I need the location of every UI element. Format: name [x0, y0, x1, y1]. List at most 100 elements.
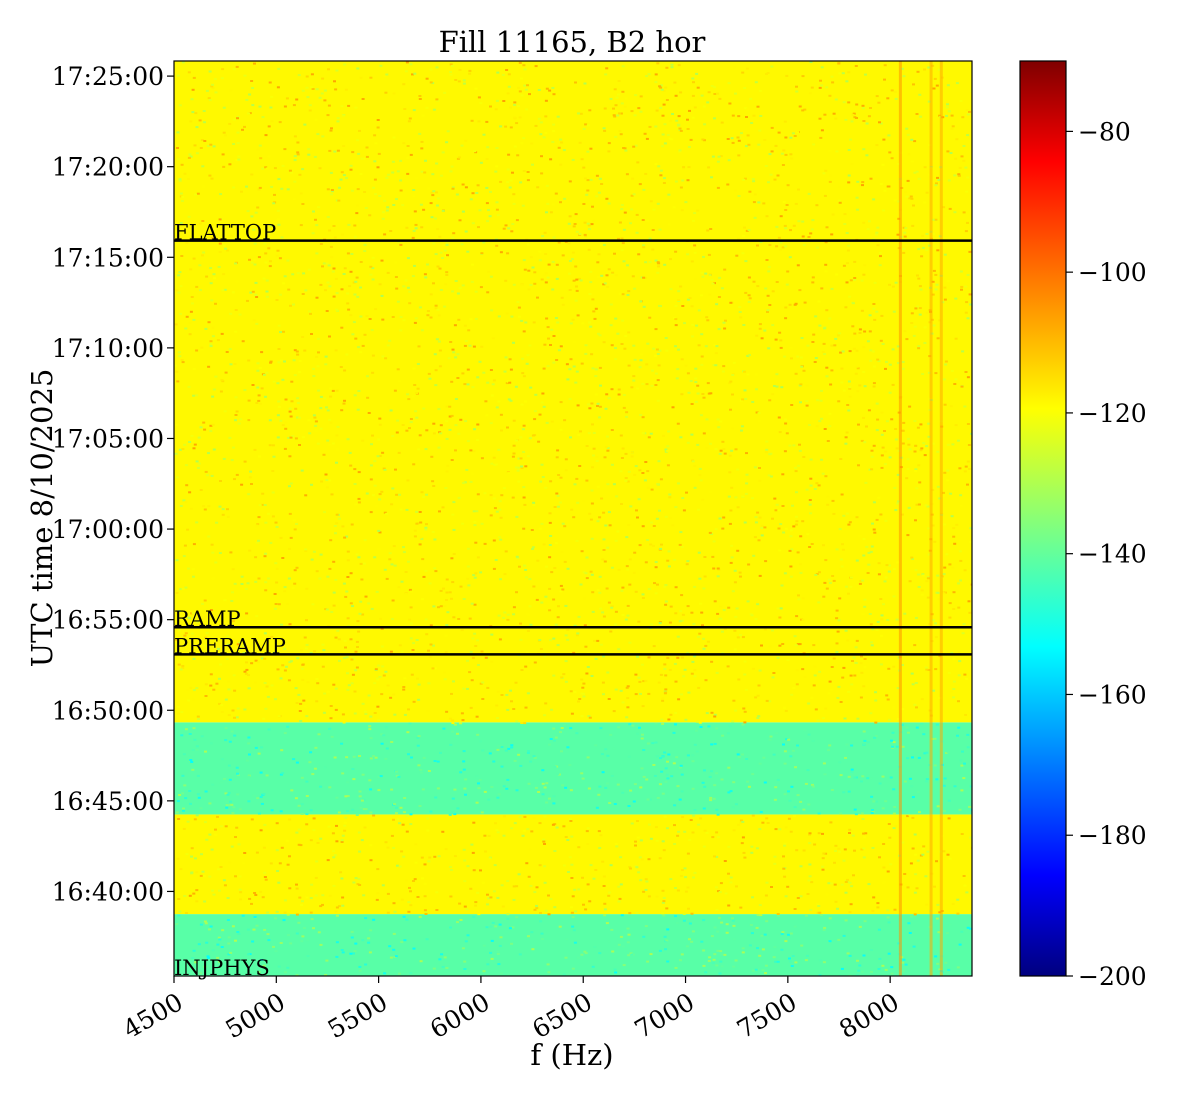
band-speckle [571, 925, 575, 928]
band-speckle [482, 970, 486, 973]
band-speckle [241, 914, 245, 917]
band-speckle [644, 878, 648, 881]
band-speckle [693, 244, 697, 247]
band-speckle [374, 308, 378, 311]
band-speckle [921, 573, 925, 576]
band-speckle [379, 617, 382, 620]
band-speckle [281, 557, 285, 559]
band-speckle [846, 404, 850, 406]
band-speckle [205, 838, 209, 841]
band-speckle [745, 452, 748, 455]
band-speckle [194, 112, 198, 115]
band-speckle [841, 543, 844, 546]
band-speckle [394, 468, 397, 471]
band-speckle [652, 347, 656, 350]
band-speckle [629, 222, 632, 225]
band-speckle [506, 913, 510, 916]
band-speckle [219, 390, 223, 393]
band-speckle [648, 823, 651, 826]
band-speckle [653, 774, 657, 777]
band-speckle [771, 676, 775, 679]
band-speckle [323, 99, 327, 102]
band-speckle [526, 171, 530, 173]
band-speckle [239, 418, 243, 421]
band-speckle [895, 618, 899, 621]
band-speckle [407, 398, 411, 401]
band-speckle [407, 753, 410, 756]
band-speckle [186, 528, 190, 531]
band-speckle [522, 330, 526, 333]
band-speckle [891, 731, 895, 734]
band-speckle [258, 105, 262, 108]
band-speckle [876, 244, 880, 247]
band-speckle [316, 841, 320, 844]
band-speckle [822, 762, 826, 765]
band-speckle [292, 104, 296, 107]
band-speckle [887, 921, 891, 924]
band-speckle [783, 844, 787, 847]
band-speckle [908, 580, 912, 583]
band-speckle [465, 468, 469, 471]
band-speckle [369, 478, 373, 481]
band-speckle [211, 551, 215, 554]
band-speckle [696, 392, 700, 395]
band-speckle [968, 250, 972, 253]
band-speckle [352, 881, 356, 884]
band-speckle [646, 342, 650, 345]
band-speckle [936, 805, 940, 808]
band-speckle [568, 764, 572, 766]
band-speckle [220, 946, 224, 948]
band-speckle [456, 157, 460, 160]
band-speckle [378, 493, 382, 496]
band-speckle [626, 614, 630, 617]
band-speckle [386, 846, 390, 849]
band-speckle [586, 124, 590, 127]
band-speckle [570, 258, 574, 261]
band-speckle [842, 389, 846, 392]
band-speckle [916, 791, 920, 793]
band-speckle [237, 158, 241, 161]
band-speckle [794, 644, 798, 647]
band-speckle [181, 448, 185, 450]
band-speckle [759, 811, 763, 813]
band-speckle [357, 152, 361, 155]
band-speckle [303, 636, 307, 639]
band-speckle [435, 891, 439, 894]
band-speckle [210, 848, 214, 851]
band-speckle [363, 539, 367, 542]
band-speckle [718, 517, 722, 520]
band-speckle [356, 295, 360, 298]
band-speckle [335, 906, 339, 909]
band-speckle [808, 842, 812, 845]
band-speckle [191, 957, 195, 959]
band-speckle [218, 218, 222, 221]
band-speckle [512, 202, 516, 205]
band-speckle [466, 687, 469, 690]
band-speckle [851, 834, 855, 837]
band-speckle [328, 149, 332, 152]
band-speckle [657, 364, 661, 367]
band-speckle [887, 667, 891, 670]
band-speckle [727, 606, 731, 609]
band-speckle [586, 843, 590, 845]
band-speckle [591, 591, 595, 594]
band-speckle [356, 646, 359, 648]
band-speckle [253, 263, 257, 266]
band-speckle [781, 473, 785, 476]
band-speckle [265, 167, 269, 170]
band-speckle [319, 837, 323, 840]
band-speckle [418, 306, 422, 309]
band-speckle [875, 95, 879, 98]
band-speckle [581, 322, 585, 325]
band-speckle [422, 756, 426, 759]
band-speckle [862, 554, 866, 557]
band-speckle [607, 397, 611, 400]
band-speckle [612, 107, 615, 110]
band-speckle [181, 666, 185, 669]
band-speckle [686, 179, 690, 182]
band-speckle [808, 503, 812, 506]
band-speckle [495, 165, 499, 168]
band-speckle [548, 89, 552, 92]
band-speckle [435, 66, 439, 69]
band-speckle [593, 317, 597, 320]
